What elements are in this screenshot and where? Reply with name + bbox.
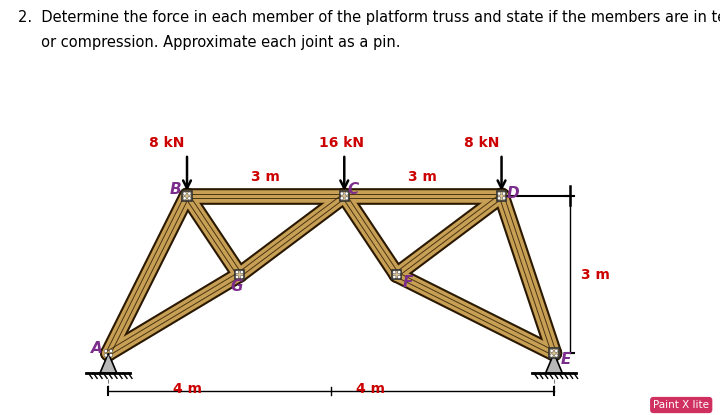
Circle shape	[240, 276, 243, 278]
Circle shape	[398, 271, 400, 273]
Text: B: B	[170, 182, 181, 197]
Circle shape	[241, 271, 243, 273]
Circle shape	[188, 197, 191, 200]
Circle shape	[110, 354, 112, 356]
Circle shape	[498, 197, 500, 200]
Text: 16 kN: 16 kN	[319, 136, 364, 150]
FancyBboxPatch shape	[235, 270, 244, 279]
Circle shape	[105, 355, 107, 356]
Circle shape	[341, 197, 343, 200]
FancyBboxPatch shape	[549, 349, 559, 358]
Circle shape	[105, 350, 107, 352]
Circle shape	[346, 193, 347, 194]
Circle shape	[341, 193, 343, 194]
Circle shape	[341, 198, 343, 199]
Text: 4 m: 4 m	[173, 382, 202, 396]
Circle shape	[184, 193, 185, 194]
Circle shape	[341, 193, 343, 195]
Circle shape	[184, 197, 186, 200]
Circle shape	[236, 271, 238, 273]
Circle shape	[551, 350, 553, 352]
Circle shape	[551, 354, 553, 357]
Text: 3 m: 3 m	[581, 268, 610, 281]
Text: 8 kN: 8 kN	[464, 136, 499, 150]
Text: D: D	[507, 186, 519, 201]
Circle shape	[184, 193, 186, 195]
Text: G: G	[230, 278, 243, 293]
Text: 4 m: 4 m	[356, 382, 385, 396]
Text: Paint X lite: Paint X lite	[653, 400, 709, 410]
Circle shape	[346, 198, 347, 199]
Circle shape	[241, 276, 243, 278]
Circle shape	[498, 193, 500, 194]
Circle shape	[110, 350, 112, 352]
Circle shape	[393, 276, 395, 278]
Circle shape	[189, 193, 190, 194]
Circle shape	[551, 355, 552, 356]
FancyBboxPatch shape	[340, 191, 349, 200]
Text: 3 m: 3 m	[408, 171, 437, 184]
Circle shape	[104, 350, 107, 352]
Circle shape	[110, 350, 112, 352]
Text: 3 m: 3 m	[251, 171, 280, 184]
Circle shape	[189, 198, 190, 199]
Circle shape	[398, 271, 400, 273]
FancyBboxPatch shape	[497, 191, 506, 200]
Text: A: A	[91, 342, 103, 356]
Circle shape	[394, 271, 395, 273]
Circle shape	[236, 276, 238, 278]
Circle shape	[503, 198, 505, 199]
Circle shape	[398, 276, 400, 278]
Polygon shape	[100, 353, 117, 373]
Circle shape	[556, 350, 557, 352]
Text: F: F	[403, 276, 413, 290]
Circle shape	[236, 276, 238, 278]
Circle shape	[104, 354, 107, 356]
Text: 2.  Determine the force in each member of the platform truss and state if the me: 2. Determine the force in each member of…	[18, 10, 720, 25]
Circle shape	[346, 197, 348, 200]
Circle shape	[110, 355, 112, 356]
Text: or compression. Approximate each joint as a pin.: or compression. Approximate each joint a…	[18, 35, 400, 50]
Circle shape	[236, 271, 238, 273]
FancyBboxPatch shape	[182, 191, 192, 200]
Text: 8 kN: 8 kN	[150, 136, 185, 150]
FancyBboxPatch shape	[392, 270, 402, 279]
Circle shape	[394, 276, 395, 278]
Circle shape	[184, 198, 185, 199]
Circle shape	[398, 276, 400, 278]
Circle shape	[498, 198, 500, 199]
Circle shape	[503, 193, 505, 195]
Circle shape	[555, 350, 557, 352]
Text: E: E	[560, 352, 571, 367]
Circle shape	[555, 354, 557, 357]
Text: C: C	[347, 182, 359, 197]
Circle shape	[393, 271, 395, 273]
Polygon shape	[546, 353, 562, 373]
Circle shape	[556, 355, 557, 356]
Circle shape	[503, 193, 505, 194]
Circle shape	[346, 193, 348, 195]
Circle shape	[503, 197, 505, 200]
Circle shape	[188, 193, 191, 195]
Circle shape	[551, 350, 552, 352]
Circle shape	[498, 193, 500, 195]
Circle shape	[240, 271, 243, 273]
